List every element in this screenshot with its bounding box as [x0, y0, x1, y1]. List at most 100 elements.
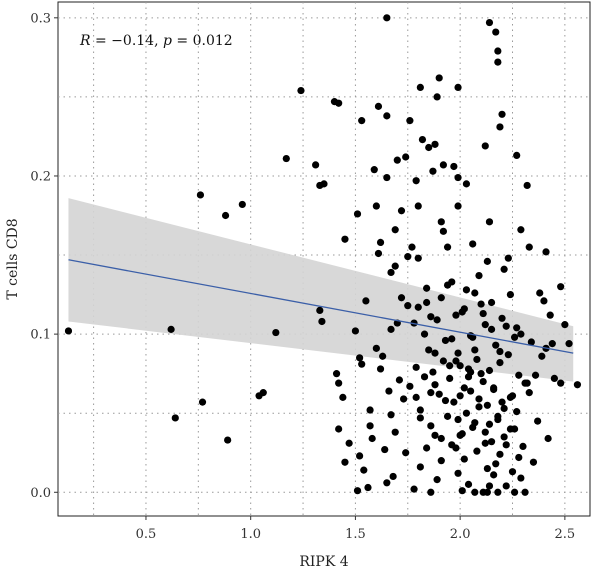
data-point — [485, 18, 494, 27]
data-point — [471, 346, 479, 354]
data-point — [525, 389, 533, 397]
data-point — [318, 317, 326, 326]
data-point — [427, 389, 435, 397]
data-point — [519, 442, 527, 451]
data-point — [517, 226, 525, 234]
data-point — [456, 362, 464, 370]
data-point — [364, 483, 372, 492]
data-point — [464, 480, 473, 488]
data-point — [542, 248, 550, 256]
data-point — [393, 156, 401, 164]
data-point — [523, 181, 531, 190]
data-point — [406, 117, 414, 125]
data-point — [456, 431, 464, 439]
data-point — [573, 381, 582, 389]
data-point — [370, 166, 378, 174]
data-point — [345, 439, 353, 447]
data-point — [477, 300, 485, 308]
data-point — [412, 393, 420, 401]
data-point — [351, 327, 360, 335]
data-point — [471, 289, 479, 297]
data-point — [454, 202, 462, 210]
data-point — [423, 298, 431, 307]
data-point — [437, 434, 445, 443]
data-point — [496, 450, 504, 458]
data-point — [475, 272, 483, 280]
data-point — [483, 257, 491, 265]
data-point — [391, 428, 399, 436]
data-point — [523, 379, 531, 387]
data-point — [408, 243, 416, 251]
data-point — [358, 360, 366, 368]
data-point — [332, 370, 341, 378]
data-point — [441, 336, 450, 345]
data-point — [456, 392, 464, 400]
data-point — [437, 218, 445, 226]
data-point — [504, 254, 512, 262]
y-tick-label: 0.1 — [30, 328, 51, 343]
data-point — [496, 123, 504, 131]
r-value: = −0.14, — [91, 33, 163, 49]
data-point — [527, 338, 535, 346]
data-point — [433, 476, 441, 484]
data-point — [467, 387, 475, 395]
data-point — [550, 374, 558, 383]
data-point — [341, 235, 349, 243]
data-point — [510, 488, 519, 496]
data-point — [446, 362, 454, 370]
data-point — [557, 379, 565, 387]
data-point — [316, 306, 324, 314]
data-point — [477, 370, 485, 378]
data-point — [487, 438, 496, 446]
data-point — [379, 352, 387, 360]
data-point — [439, 357, 447, 365]
data-point — [454, 349, 462, 357]
data-point — [557, 283, 565, 291]
data-point — [460, 305, 468, 313]
data-point — [534, 417, 542, 425]
data-point — [435, 390, 443, 398]
data-point — [515, 371, 523, 379]
data-point — [481, 439, 489, 447]
data-point — [397, 294, 406, 302]
data-point — [454, 83, 462, 92]
data-point — [565, 340, 573, 348]
data-point — [471, 419, 479, 427]
data-point — [335, 99, 343, 107]
data-point — [297, 86, 305, 95]
data-point — [498, 110, 506, 118]
data-point — [374, 249, 383, 258]
data-point — [548, 340, 556, 348]
data-point — [255, 392, 263, 400]
data-point — [517, 330, 525, 338]
data-point — [341, 458, 349, 466]
data-point — [366, 406, 374, 414]
data-point — [496, 347, 504, 356]
data-point — [198, 398, 207, 406]
y-tick-label: 0.2 — [30, 169, 51, 184]
data-point — [513, 324, 521, 332]
data-point — [433, 93, 441, 101]
data-point — [462, 286, 471, 294]
data-point — [431, 140, 439, 148]
data-point — [429, 167, 437, 175]
data-point — [397, 207, 406, 215]
data-point — [358, 117, 366, 125]
data-point — [475, 395, 483, 403]
data-point — [416, 463, 424, 471]
data-point — [404, 253, 412, 261]
data-point — [485, 420, 494, 428]
data-point — [521, 488, 529, 496]
data-point — [498, 398, 506, 406]
data-point — [395, 376, 404, 384]
data-point — [383, 14, 391, 22]
correlation-annotation: R = −0.14, p = 0.012 — [79, 33, 233, 49]
data-point — [224, 436, 232, 444]
x-tick-label: 0.5 — [136, 527, 157, 542]
data-point — [446, 374, 454, 383]
data-point — [356, 354, 364, 362]
data-point — [366, 422, 374, 430]
data-point — [437, 457, 445, 465]
data-point — [492, 28, 500, 36]
data-point — [387, 268, 395, 277]
